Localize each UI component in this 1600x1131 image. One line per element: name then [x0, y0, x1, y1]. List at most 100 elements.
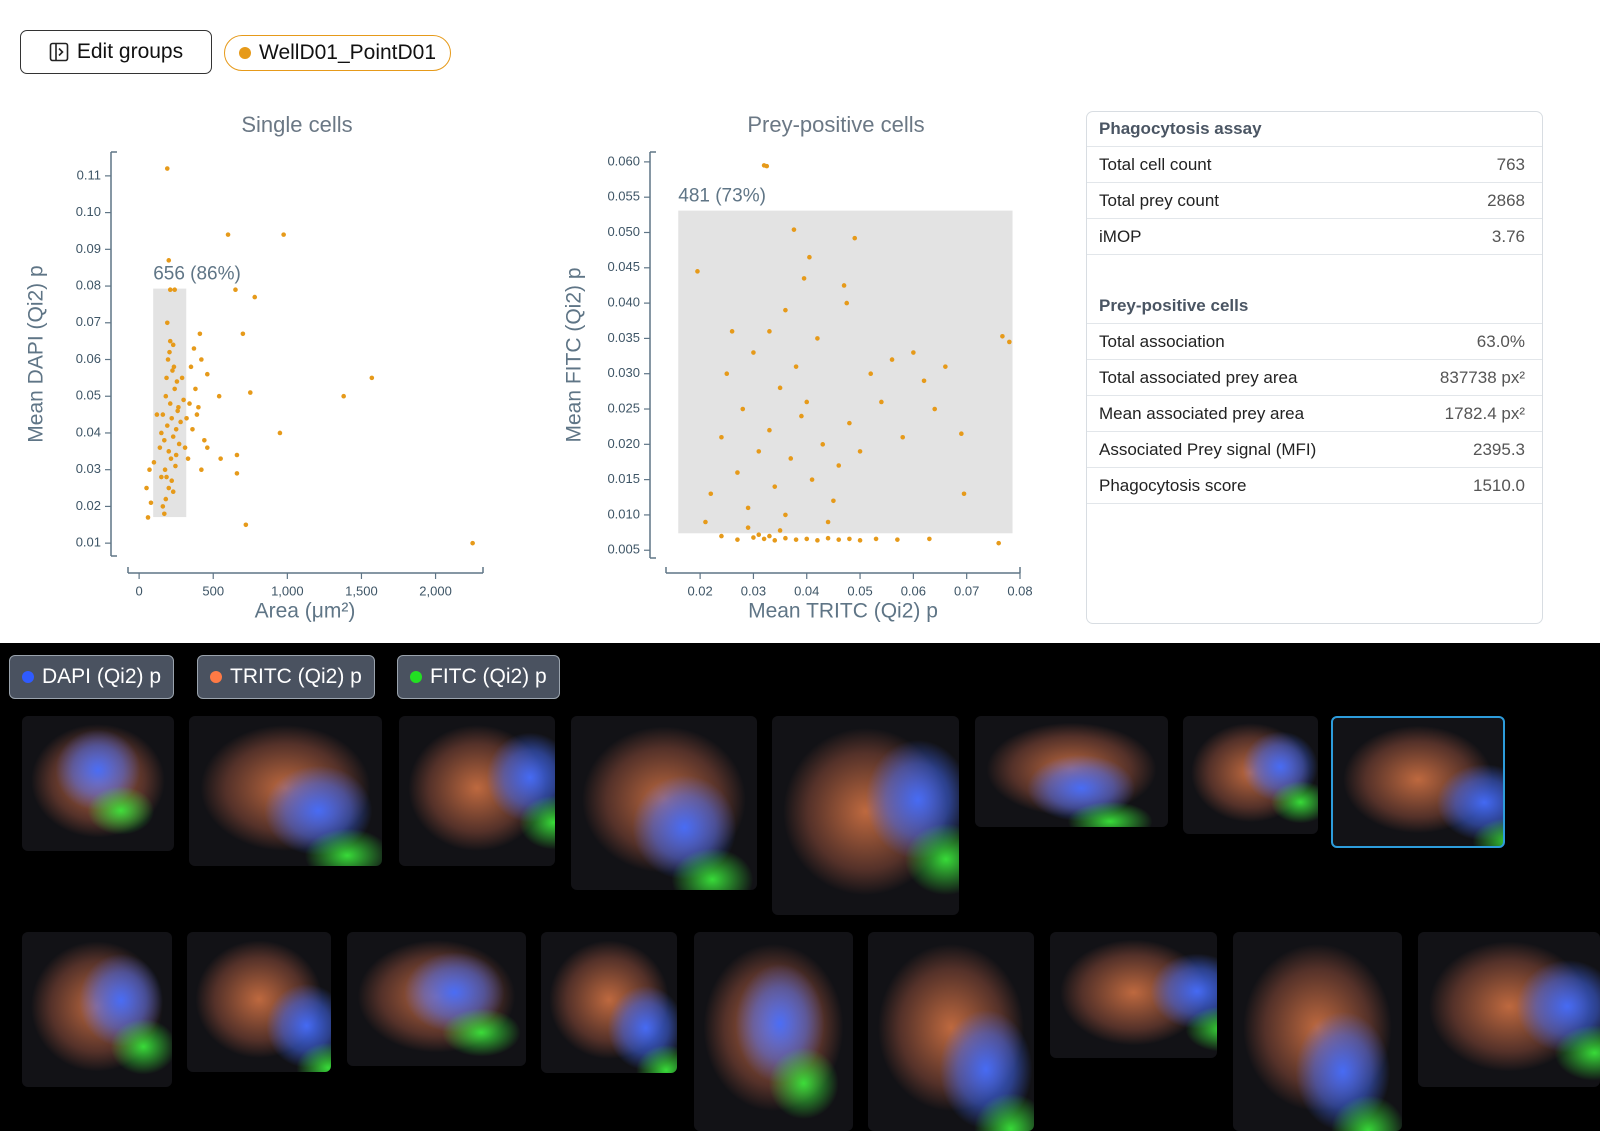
y-tick-label: 0.010 [607, 506, 640, 521]
data-point [170, 489, 176, 495]
data-point [847, 420, 852, 426]
data-point [169, 478, 175, 484]
data-point [162, 438, 167, 443]
data-point [719, 533, 724, 539]
data-point [708, 491, 714, 497]
table-row: Total association 63.0% [1087, 324, 1542, 360]
data-point [247, 390, 253, 395]
data-point [166, 258, 172, 263]
data-point [159, 430, 164, 436]
data-point [252, 294, 258, 300]
data-point [160, 412, 166, 417]
cell-thumbnail[interactable] [1233, 932, 1402, 1131]
data-point [745, 505, 751, 511]
row-value: 1782.4 px² [1444, 403, 1525, 423]
cell-thumbnail[interactable] [772, 716, 959, 915]
data-point [836, 463, 842, 468]
data-point [740, 406, 746, 412]
x-tick-label: 1,500 [345, 583, 378, 598]
x-tick-label: 0.08 [1007, 583, 1032, 598]
data-point [205, 371, 210, 377]
data-point [188, 364, 194, 370]
y-tick-label: 0.09 [76, 241, 101, 256]
data-point [147, 467, 152, 472]
cell-thumbnail[interactable] [541, 932, 677, 1073]
data-point [889, 357, 895, 362]
data-point [831, 498, 836, 504]
data-point [777, 385, 783, 391]
cell-thumbnail[interactable] [399, 716, 555, 866]
data-point [182, 445, 188, 450]
data-point [745, 525, 751, 530]
data-point [166, 449, 172, 454]
group-chip[interactable]: WellD01_PointD01 [224, 35, 452, 71]
table-row: Total associated prey area 837738 px² [1087, 360, 1542, 396]
data-point [772, 538, 778, 543]
cell-thumbnail[interactable] [189, 716, 382, 866]
data-point [165, 357, 171, 362]
data-point [783, 512, 788, 518]
data-point [1007, 339, 1012, 345]
cell-thumbnail[interactable] [1331, 716, 1505, 848]
cell-thumbnail[interactable] [1418, 932, 1600, 1087]
cell-thumbnail[interactable] [22, 932, 172, 1087]
cell-thumbnail[interactable] [22, 716, 174, 851]
y-tick-label: 0.035 [607, 330, 640, 345]
charts: Single cells 656 (86%) 0.01 0.02 0.03 0.04 0.0… [25, 112, 1033, 623]
data-point [857, 538, 863, 543]
cell-thumbnail[interactable] [975, 716, 1168, 827]
channel-dot [22, 671, 34, 683]
y-tick-label: 0.060 [607, 153, 640, 168]
cell-thumbnail[interactable] [694, 932, 853, 1131]
cell-thumbnail[interactable] [571, 716, 757, 890]
edit-groups-button[interactable]: Edit groups [20, 30, 212, 74]
data-point [164, 375, 169, 381]
data-point [166, 485, 172, 491]
data-point [185, 456, 191, 461]
data-point [176, 441, 182, 447]
cell-thumbnail[interactable] [1050, 932, 1217, 1058]
data-point [171, 364, 177, 370]
data-point [163, 496, 169, 502]
data-point [793, 364, 799, 369]
data-point [218, 456, 223, 461]
table-row: iMOP 3.76 [1087, 219, 1542, 255]
cell-thumbnail[interactable] [347, 932, 526, 1066]
gate [678, 210, 1013, 534]
channel-toggle[interactable]: TRITC (Qi2) p [197, 655, 375, 699]
y-tick-label: 0.055 [607, 189, 640, 204]
channel-toggle[interactable]: FITC (Qi2) p [397, 655, 560, 699]
sidebar-icon [49, 42, 69, 62]
data-point [240, 331, 246, 337]
data-point [927, 536, 932, 542]
data-point [167, 349, 172, 355]
section-title: Phagocytosis assay [1087, 112, 1542, 147]
y-tick-label: 0.020 [607, 436, 640, 451]
data-point [199, 357, 204, 362]
data-point [921, 378, 927, 384]
data-point [176, 404, 181, 410]
data-point [809, 477, 815, 482]
cell-gallery: DAPI (Qi2) p TRITC (Qi2) p FITC (Qi2) p [0, 643, 1600, 1131]
data-point [868, 371, 874, 377]
y-tick-label: 0.05 [76, 388, 101, 403]
data-point [756, 532, 762, 537]
cell-thumbnail[interactable] [1183, 716, 1318, 834]
data-point [243, 522, 249, 528]
data-point [761, 536, 767, 542]
channel-toggle[interactable]: DAPI (Qi2) p [9, 655, 175, 699]
data-point [181, 397, 186, 403]
y-tick-label: 0.02 [76, 498, 101, 513]
data-point [751, 535, 756, 540]
data-point [193, 386, 198, 392]
channel-dot [410, 671, 422, 683]
data-point [145, 515, 151, 520]
data-point [191, 346, 197, 351]
data-point [164, 474, 169, 480]
data-point [756, 449, 762, 454]
data-point [767, 427, 772, 433]
data-point [879, 399, 884, 405]
cell-thumbnail[interactable] [868, 932, 1034, 1131]
data-point [943, 364, 948, 369]
cell-thumbnail[interactable] [187, 932, 331, 1072]
